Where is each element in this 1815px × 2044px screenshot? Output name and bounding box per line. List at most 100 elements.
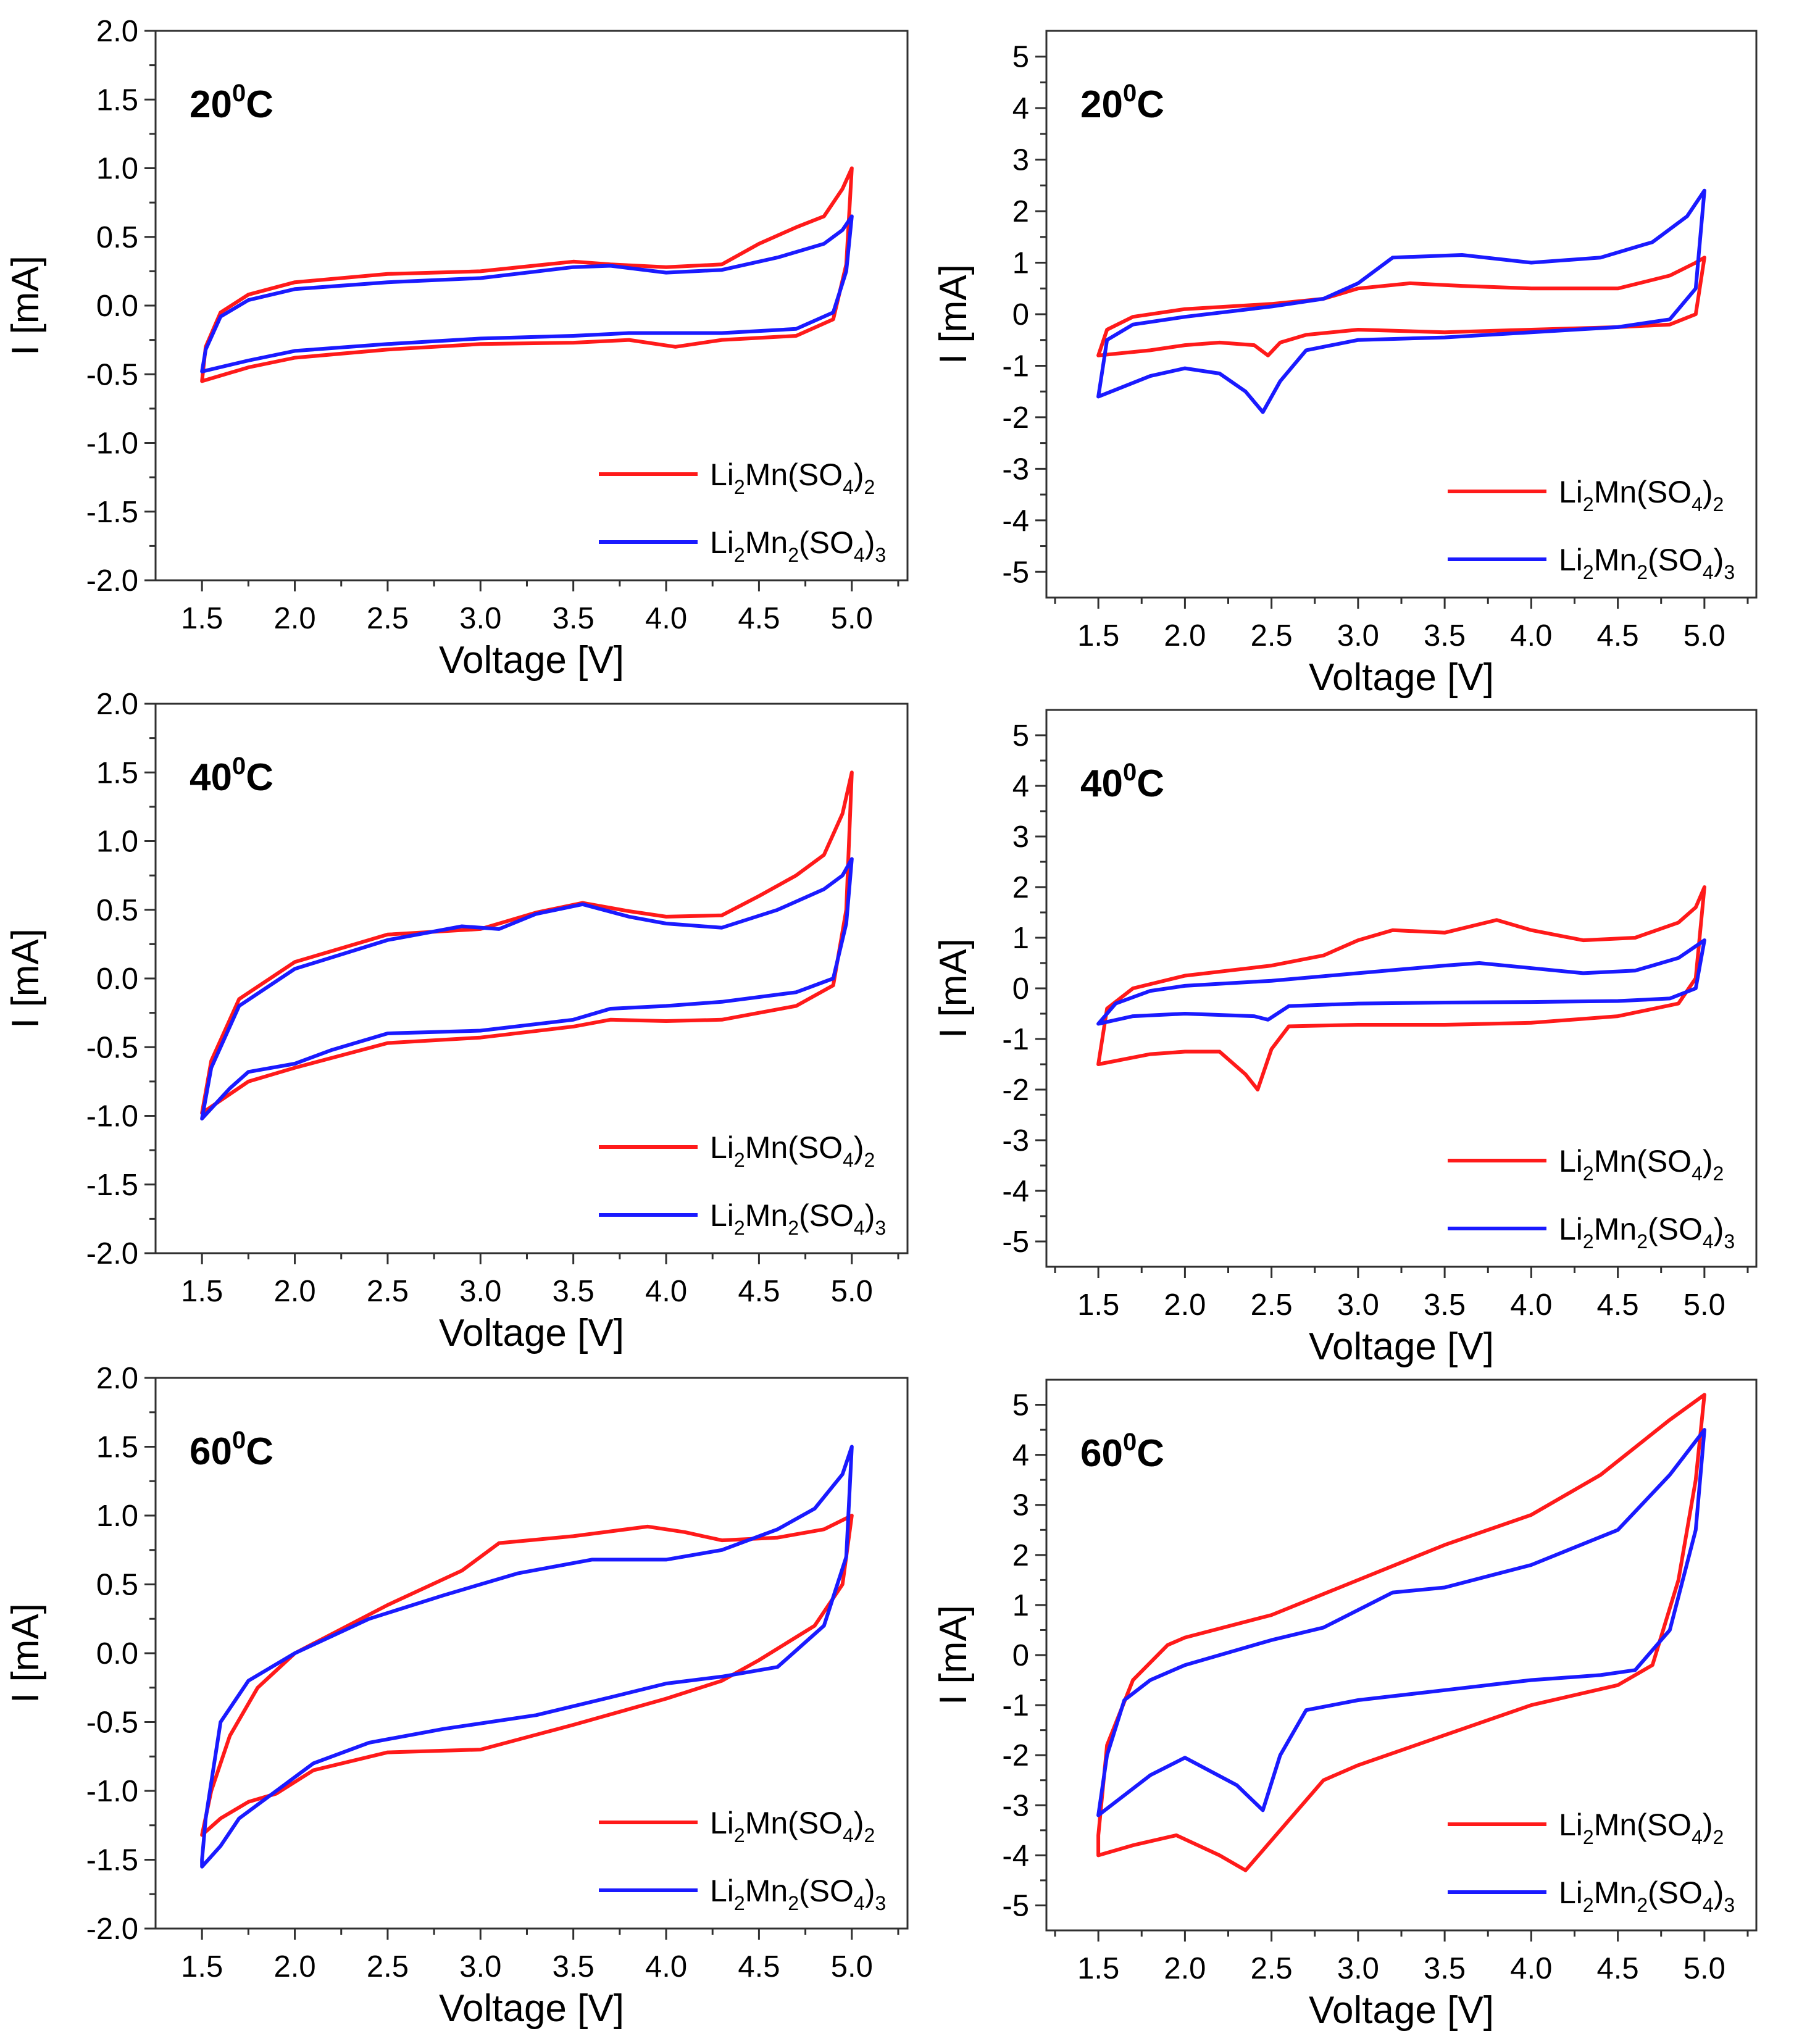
y-tick-label: 1.0 — [96, 1500, 138, 1533]
y-tick-label: 3 — [1012, 1489, 1029, 1522]
x-tick-label: 1.5 — [1077, 1288, 1119, 1322]
y-tick-label: 1.0 — [96, 825, 138, 859]
x-tick-label: 2.0 — [1164, 1952, 1206, 1985]
y-tick-label: 5 — [1012, 719, 1029, 753]
y-tick-label: 1.5 — [96, 756, 138, 790]
y-tick-label: -2.0 — [86, 1913, 138, 1946]
y-tick-label: 0.0 — [96, 1637, 138, 1671]
x-tick-label: 3.5 — [1424, 1288, 1466, 1322]
x-tick-label: 3.0 — [1337, 1952, 1379, 1985]
x-tick-label: 4.5 — [738, 1275, 780, 1308]
x-tick-label: 2.0 — [273, 602, 315, 635]
x-tick-label: 3.0 — [459, 1275, 501, 1308]
legend-label-li2mn-so4-2: Li2Mn(SO4)2 — [710, 1806, 875, 1846]
temperature-label: 200C — [1080, 80, 1164, 126]
y-tick-label: 1 — [1012, 1589, 1029, 1622]
x-tick-label: 2.0 — [1164, 619, 1206, 653]
y-tick-label: 3 — [1012, 820, 1029, 854]
y-tick-label: 1.5 — [96, 83, 138, 117]
x-tick-label: 3.5 — [553, 1950, 595, 1984]
x-tick-label: 1.5 — [181, 1275, 223, 1308]
y-tick-label: -2 — [1002, 1074, 1029, 1107]
y-tick-label: -1 — [1002, 1689, 1029, 1722]
x-tick-label: 1.5 — [181, 1950, 223, 1984]
temperature-label: 200C — [190, 80, 273, 126]
y-tick-label: 0.0 — [96, 290, 138, 323]
x-tick-label: 3.0 — [459, 1950, 501, 1984]
x-tick-label: 2.5 — [367, 1950, 409, 1984]
y-tick-label: -2.0 — [86, 564, 138, 598]
y-tick-label: -1 — [1002, 349, 1029, 383]
x-tick-label: 4.0 — [645, 1275, 687, 1308]
x-tick-label: 4.5 — [738, 602, 780, 635]
y-tick-label: -3 — [1002, 1124, 1029, 1158]
x-tick-label: 2.0 — [1164, 1288, 1206, 1322]
y-axis-title: I [mA] — [4, 1603, 47, 1703]
y-tick-label: 0 — [1012, 972, 1029, 1006]
y-tick-label: 0.5 — [96, 894, 138, 927]
x-tick-label: 2.0 — [273, 1950, 315, 1984]
y-tick-label: -2 — [1002, 401, 1029, 435]
y-axis-title: I [mA] — [4, 256, 47, 356]
x-tick-label: 4.0 — [1510, 1952, 1552, 1985]
x-axis-title: Voltage [V] — [1309, 656, 1494, 699]
y-tick-label: -0.5 — [86, 1031, 138, 1064]
x-tick-label: 4.0 — [645, 602, 687, 635]
series-curve-red — [200, 1514, 854, 1837]
y-tick-label: -2 — [1002, 1739, 1029, 1772]
y-tick-label: 1.0 — [96, 152, 138, 186]
y-tick-label: 5 — [1012, 1389, 1029, 1422]
x-tick-label: 4.5 — [738, 1950, 780, 1984]
y-tick-label: 4 — [1012, 92, 1029, 125]
legend-label-li2mn2-so4-3: Li2Mn2(SO4)3 — [1559, 543, 1735, 583]
y-tick-label: -5 — [1002, 1225, 1029, 1259]
x-tick-label: 5.0 — [1684, 619, 1725, 653]
x-tick-label: 3.5 — [1424, 1952, 1466, 1985]
chart-panel-left-40C: 1.5 2.0 2.5 3.0 3.5 4.0 4.5 5.0 -2.0 -1.5 -1.0 -0.5… — [4, 688, 909, 1354]
x-tick-label: 2.5 — [367, 1275, 409, 1308]
y-tick-label: -3 — [1002, 453, 1029, 486]
y-tick-label: -1.5 — [86, 1169, 138, 1202]
x-axis-title: Voltage [V] — [439, 1987, 624, 2030]
x-tick-label: 5.0 — [1684, 1952, 1725, 1985]
legend-label-li2mn2-so4-3: Li2Mn2(SO4)3 — [710, 525, 886, 566]
x-tick-label: 1.5 — [181, 602, 223, 635]
x-axis-title: Voltage [V] — [1309, 1989, 1494, 2032]
legend-label-li2mn-so4-2: Li2Mn(SO4)2 — [710, 457, 875, 498]
x-tick-label: 4.0 — [1510, 619, 1552, 653]
series-curve-blue — [1096, 188, 1706, 414]
y-tick-label: -4 — [1002, 1839, 1029, 1872]
x-tick-label: 5.0 — [1684, 1288, 1725, 1322]
y-tick-label: -5 — [1002, 1889, 1029, 1922]
series-curve-blue — [200, 214, 854, 373]
x-axis-title: Voltage [V] — [439, 1312, 624, 1354]
x-tick-label: 3.5 — [553, 602, 595, 635]
y-tick-label: -1.5 — [86, 496, 138, 529]
legend-label-li2mn2-so4-3: Li2Mn2(SO4)3 — [710, 1198, 886, 1239]
chart-panel-right-60C: 1.5 2.0 2.5 3.0 3.5 4.0 4.5 5.0 -5 -4 -3 -2 -1 0 1 2 3 4 5… — [932, 1379, 1758, 2032]
series-curve-blue — [200, 857, 854, 1120]
x-axis-title: Voltage [V] — [439, 639, 624, 682]
legend-label-li2mn2-so4-3: Li2Mn2(SO4)3 — [1559, 1212, 1735, 1253]
y-tick-label: 1 — [1012, 247, 1029, 280]
y-tick-label: -0.5 — [86, 358, 138, 391]
y-tick-label: 4 — [1012, 1439, 1029, 1472]
y-tick-label: -1.0 — [86, 1775, 138, 1808]
y-tick-label: -1.0 — [86, 1100, 138, 1133]
y-tick-label: -1.5 — [86, 1844, 138, 1877]
legend-label-li2mn2-so4-3: Li2Mn2(SO4)3 — [710, 1874, 886, 1914]
y-tick-label: 3 — [1012, 144, 1029, 177]
y-axis-title: I [mA] — [4, 928, 47, 1028]
x-tick-label: 2.0 — [273, 1275, 315, 1308]
series-curve-blue — [1096, 1428, 1706, 1817]
x-tick-label: 3.0 — [459, 602, 501, 635]
x-tick-label: 4.0 — [645, 1950, 687, 1984]
legend-label-li2mn-so4-2: Li2Mn(SO4)2 — [710, 1130, 875, 1171]
y-tick-label: 0.0 — [96, 962, 138, 996]
y-tick-label: 1 — [1012, 922, 1029, 955]
x-axis-title: Voltage [V] — [1309, 1325, 1494, 1368]
legend-label-li2mn-so4-2: Li2Mn(SO4)2 — [1559, 475, 1724, 515]
series-curve-red — [1096, 885, 1706, 1091]
y-tick-label: -4 — [1002, 1175, 1029, 1208]
